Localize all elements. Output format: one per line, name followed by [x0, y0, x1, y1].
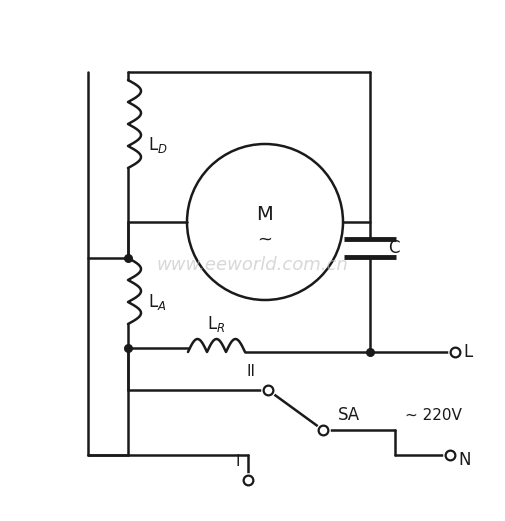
Text: L: L	[463, 343, 472, 361]
Text: M: M	[257, 205, 273, 224]
Text: L$_R$: L$_R$	[207, 314, 226, 334]
Text: II: II	[247, 365, 256, 379]
Text: ~: ~	[258, 231, 273, 249]
Text: L$_D$: L$_D$	[148, 135, 168, 155]
Text: N: N	[458, 451, 471, 469]
Text: ~ 220V: ~ 220V	[405, 407, 462, 423]
Text: I: I	[236, 454, 240, 469]
Text: SA: SA	[338, 406, 360, 424]
Text: C: C	[388, 239, 399, 257]
Text: www.eeworld.com.cn: www.eeworld.com.cn	[156, 256, 348, 274]
Text: L$_A$: L$_A$	[148, 292, 167, 312]
